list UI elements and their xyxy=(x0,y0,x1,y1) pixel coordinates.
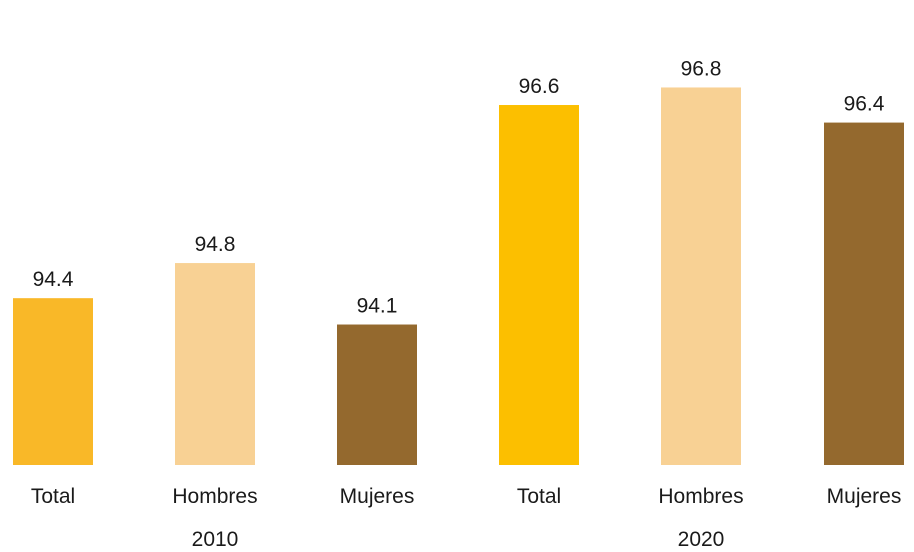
value-labels-layer: 94.4 94.8 94.1 96.6 96.8 96.4 xyxy=(33,57,885,317)
category-label-2020-mujeres: Mujeres xyxy=(827,485,902,508)
category-label-2020-total: Total xyxy=(517,485,561,508)
bar-2020-mujeres xyxy=(824,122,904,465)
value-label-2010-mujeres: 94.1 xyxy=(357,295,398,318)
bars-layer xyxy=(13,87,904,466)
value-label-2020-hombres: 96.8 xyxy=(681,57,722,80)
group-label-2020: 2020 xyxy=(678,528,725,551)
bar-2020-total xyxy=(499,105,579,466)
group-labels-layer: 2010 2020 xyxy=(192,528,725,551)
category-label-2020-hombres: Hombres xyxy=(658,485,743,508)
bar-2020-hombres xyxy=(661,87,741,466)
category-labels-layer: Total Hombres Mujeres Total Hombres Mujeres xyxy=(31,485,902,508)
bar-2010-hombres xyxy=(175,263,255,465)
value-label-2020-total: 96.6 xyxy=(519,75,560,98)
value-label-2010-hombres: 94.8 xyxy=(195,233,236,256)
category-label-2010-total: Total xyxy=(31,485,75,508)
value-label-2010-total: 94.4 xyxy=(33,268,74,291)
bar-2010-mujeres xyxy=(337,324,417,465)
category-label-2010-mujeres: Mujeres xyxy=(340,485,415,508)
group-label-2010: 2010 xyxy=(192,528,239,551)
bar-2010-total xyxy=(13,298,93,465)
value-label-2020-mujeres: 96.4 xyxy=(844,93,885,116)
category-label-2010-hombres: Hombres xyxy=(172,485,257,508)
